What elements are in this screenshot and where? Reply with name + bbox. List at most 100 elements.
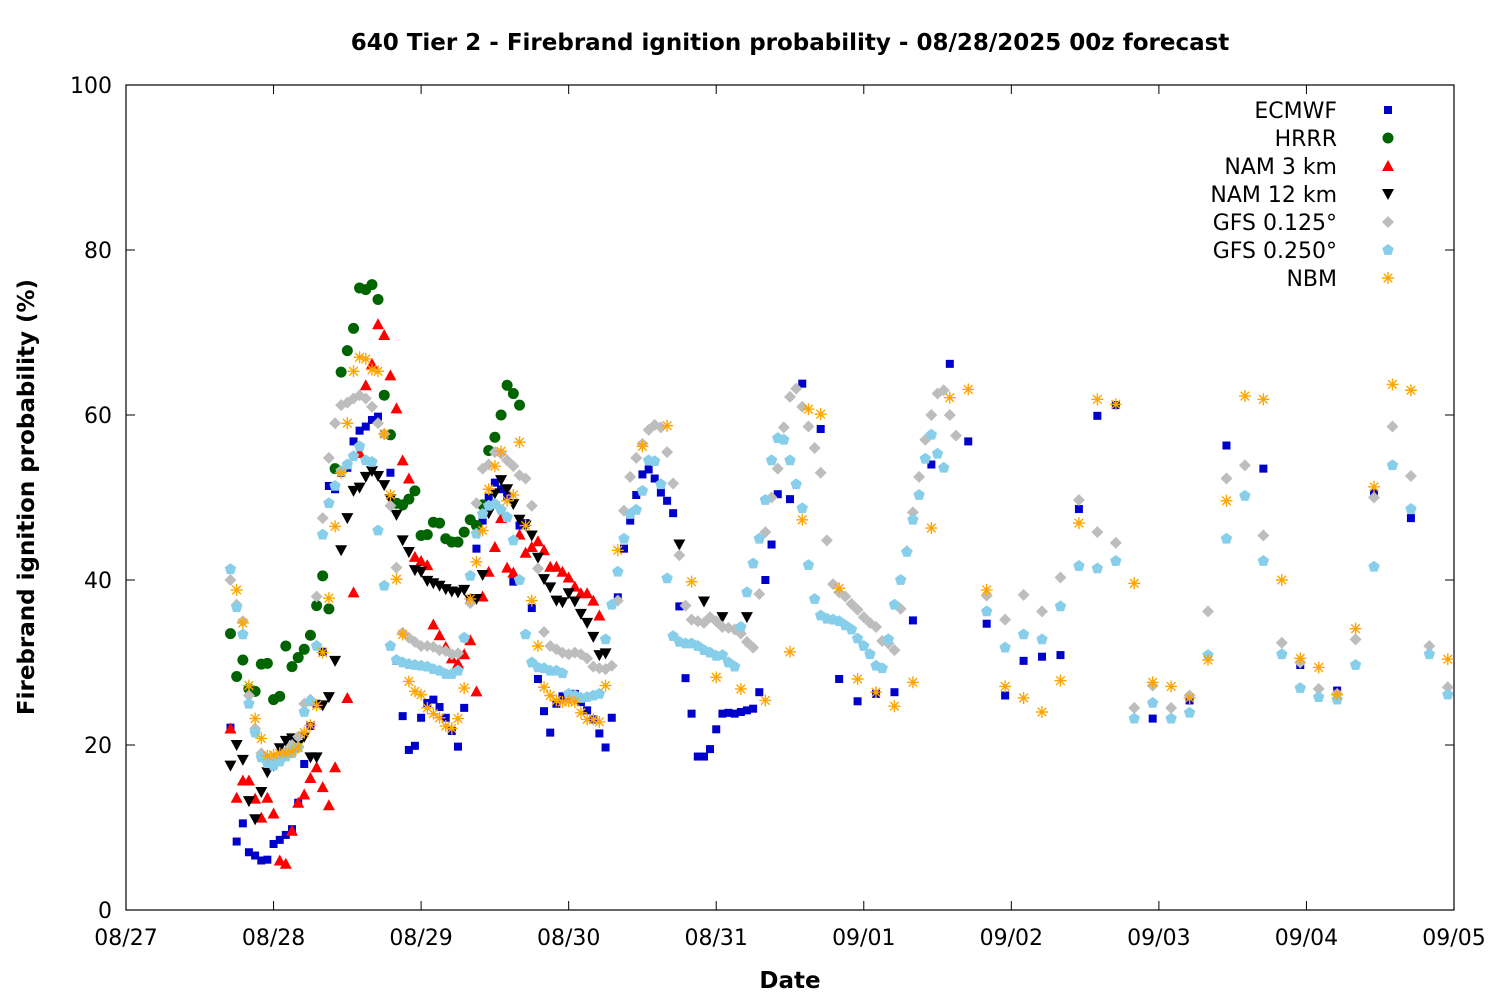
data-point — [777, 421, 790, 434]
data-point — [255, 732, 268, 745]
data-point — [611, 544, 624, 557]
data-point — [630, 451, 643, 464]
data-point — [244, 848, 253, 857]
data-point — [470, 497, 483, 510]
data-point — [864, 648, 876, 660]
data-point — [304, 772, 317, 783]
data-point — [341, 417, 354, 430]
data-point — [292, 652, 304, 664]
data-point — [1312, 682, 1325, 695]
data-point — [808, 442, 821, 454]
x-tick-label: 08/28 — [242, 926, 305, 951]
data-point — [673, 539, 686, 551]
data-point — [329, 479, 341, 491]
data-point — [497, 485, 506, 494]
data-point — [322, 451, 335, 464]
legend-marker — [1384, 106, 1392, 114]
data-point — [378, 389, 390, 401]
data-point — [427, 707, 440, 720]
data-point — [347, 586, 360, 598]
data-point — [816, 425, 825, 434]
data-point — [574, 706, 587, 719]
data-point — [507, 499, 520, 511]
data-point — [1368, 480, 1381, 493]
data-point — [310, 640, 323, 651]
data-point — [452, 657, 464, 669]
data-point — [365, 400, 378, 413]
data-point — [280, 640, 292, 652]
data-point — [687, 709, 696, 718]
data-point — [398, 712, 407, 721]
data-point — [384, 489, 397, 502]
x-tick-label: 08/31 — [685, 926, 748, 951]
data-point — [890, 688, 899, 697]
data-point — [316, 528, 329, 540]
data-point — [1220, 472, 1233, 485]
data-point — [335, 366, 347, 378]
data-points — [224, 279, 1454, 869]
data-point — [661, 419, 674, 432]
data-point — [1257, 555, 1270, 566]
data-point — [574, 608, 587, 620]
data-point — [488, 488, 501, 500]
data-point — [1128, 577, 1141, 590]
legend-marker — [1382, 132, 1394, 144]
x-tick-label: 09/05 — [1422, 926, 1485, 951]
data-point — [1128, 701, 1141, 714]
data-point — [279, 735, 292, 747]
data-point — [853, 697, 862, 706]
data-point — [355, 426, 364, 435]
data-point — [667, 477, 680, 490]
data-point — [384, 369, 397, 381]
data-point — [359, 392, 372, 405]
data-point — [1404, 384, 1417, 397]
data-point — [1442, 688, 1454, 700]
data-point — [361, 422, 370, 431]
data-point — [999, 613, 1012, 626]
data-point — [525, 594, 538, 607]
data-point — [888, 598, 901, 610]
data-point — [740, 612, 753, 624]
data-point — [1238, 390, 1251, 403]
data-point — [612, 565, 624, 577]
x-tick-label: 09/03 — [1127, 926, 1190, 951]
data-point — [427, 618, 440, 630]
data-point — [964, 437, 973, 446]
data-point — [519, 519, 532, 532]
data-point — [396, 535, 409, 547]
data-point — [359, 471, 372, 483]
data-point — [488, 460, 501, 473]
data-point — [300, 759, 309, 768]
data-point — [606, 598, 618, 610]
data-point — [378, 480, 391, 492]
y-tick-label: 20 — [84, 734, 112, 759]
data-point — [274, 690, 286, 702]
data-point — [1128, 712, 1140, 724]
data-point — [1093, 411, 1102, 420]
data-point — [931, 447, 944, 459]
data-point — [329, 520, 342, 533]
data-point — [378, 427, 391, 440]
data-point — [851, 632, 864, 644]
data-point — [531, 535, 544, 547]
data-point — [1183, 691, 1196, 704]
data-point — [1165, 712, 1177, 724]
data-point — [1146, 696, 1159, 708]
x-tick-label: 09/01 — [832, 926, 895, 951]
data-point — [581, 713, 594, 726]
data-point — [261, 657, 273, 669]
data-point — [753, 532, 766, 544]
plot-frame — [125, 84, 1455, 911]
data-point — [495, 475, 508, 487]
data-point — [845, 623, 858, 635]
y-tick-label: 80 — [84, 239, 112, 264]
data-point — [292, 796, 305, 808]
data-point — [452, 664, 464, 676]
data-point — [1238, 459, 1251, 472]
data-point — [562, 588, 575, 600]
data-point — [784, 454, 796, 466]
data-point — [279, 747, 292, 760]
data-point — [925, 522, 938, 535]
data-point — [790, 478, 802, 490]
data-point — [1148, 714, 1157, 723]
